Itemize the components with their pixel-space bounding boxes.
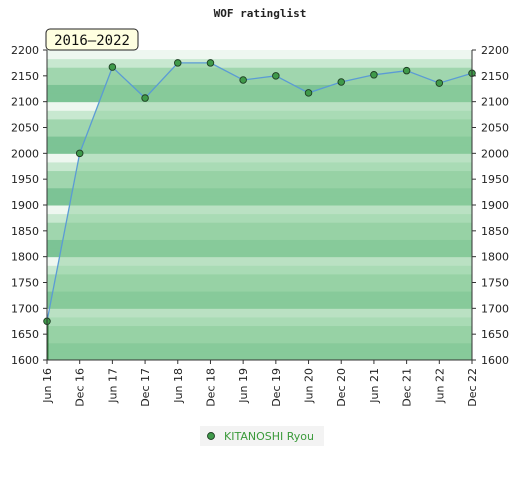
y-tick-label-right-9: 2050 (481, 122, 509, 135)
y-tick-label-left-6: 1900 (11, 199, 39, 212)
data-point-10 (370, 71, 378, 79)
x-tick-label-10: Jun 21 (368, 368, 381, 404)
x-tick-labels: Jun 16 Dec 16 Jun 17 Dec 17 Jun 18 Dec 18 Jun … (41, 360, 479, 407)
data-point-2 (108, 63, 117, 71)
data-point-9 (337, 78, 345, 86)
legend-marker (207, 432, 215, 440)
x-tick-label-12: Jun 22 (433, 368, 446, 404)
range-badge: 2016–2022 (45, 28, 139, 51)
y-tick-label-right-1: 1650 (481, 328, 509, 341)
x-tick-label-7: Dec 19 (270, 368, 283, 407)
y-tick-label-right-5: 1850 (481, 225, 509, 238)
legend-box (200, 426, 324, 446)
y-tick-label-left-2: 1700 (11, 302, 39, 315)
x-tick-label-5: Dec 18 (204, 368, 217, 407)
y-tick-label-right-7: 1950 (481, 173, 509, 186)
legend-series-name: KITANOSHI Ryou (224, 430, 314, 443)
y-tick-label-right-3: 1750 (481, 277, 509, 290)
y-tick-labels-left: 1600 1650 1700 1750 1800 1850 1900 1950 2000 2050… (11, 44, 47, 367)
chart-title: WOF ratinglist (214, 7, 307, 20)
y-tick-label-left-10: 2100 (11, 96, 39, 109)
x-tick-label-2: Jun 17 (106, 368, 119, 404)
x-tick-label-13: Dec 22 (466, 368, 479, 407)
data-point-3 (141, 94, 149, 102)
series-area-fill (47, 62, 472, 361)
y-tick-label-left-12: 2200 (11, 44, 39, 57)
legend: KITANOSHI Ryou (200, 426, 324, 446)
data-point-6 (239, 76, 247, 84)
y-tick-label-right-4: 1800 (481, 251, 509, 264)
background-band-34 (47, 58, 472, 68)
y-tick-label-right-10: 2100 (481, 96, 509, 109)
y-tick-label-left-11: 2150 (11, 70, 39, 83)
y-tick-label-right-11: 2150 (481, 70, 509, 83)
y-tick-label-left-1: 1650 (11, 328, 39, 341)
range-badge-bg (45, 28, 139, 51)
range-badge-label: 2016–2022 (54, 33, 130, 49)
x-tick-label-6: Jun 19 (237, 368, 250, 404)
x-tick-label-9: Dec 20 (335, 368, 348, 407)
x-tick-label-0: Jun 16 (41, 368, 54, 404)
y-tick-label-left-9: 2050 (11, 122, 39, 135)
x-tick-label-8: Jun 20 (303, 368, 316, 404)
y-tick-label-right-8: 2000 (481, 147, 509, 160)
data-point-11 (402, 66, 411, 75)
y-tick-label-right-2: 1700 (481, 302, 509, 315)
y-tick-label-right-6: 1900 (481, 199, 509, 212)
y-tick-labels-right: 1600 1650 1700 1750 1800 1850 1900 1950 2000 2050… (472, 44, 509, 367)
x-tick-label-11: Dec 21 (401, 368, 414, 407)
x-tick-label-4: Jun 18 (172, 368, 185, 404)
y-tick-label-left-8: 2000 (11, 147, 39, 160)
x-tick-label-1: Dec 16 (74, 368, 87, 407)
data-point-5 (206, 59, 215, 67)
y-tick-label-left-5: 1850 (11, 225, 39, 238)
background-band-35 (47, 50, 472, 60)
y-tick-label-left-0: 1600 (11, 354, 39, 367)
data-point-1 (75, 149, 84, 158)
series-markers (43, 59, 476, 360)
y-tick-label-left-3: 1750 (11, 277, 39, 290)
x-tick-label-3: Dec 17 (139, 368, 152, 407)
data-point-12 (435, 79, 444, 87)
data-point-4 (174, 59, 182, 67)
y-tick-label-left-7: 1950 (11, 173, 39, 186)
y-tick-label-right-12: 2200 (481, 44, 509, 57)
data-point-7 (272, 72, 280, 80)
data-point-8 (304, 89, 313, 97)
y-tick-label-right-0: 1600 (481, 354, 509, 367)
background-band-33 (47, 67, 472, 77)
series-line (46, 62, 473, 322)
y-tick-label-left-4: 1800 (11, 251, 39, 264)
